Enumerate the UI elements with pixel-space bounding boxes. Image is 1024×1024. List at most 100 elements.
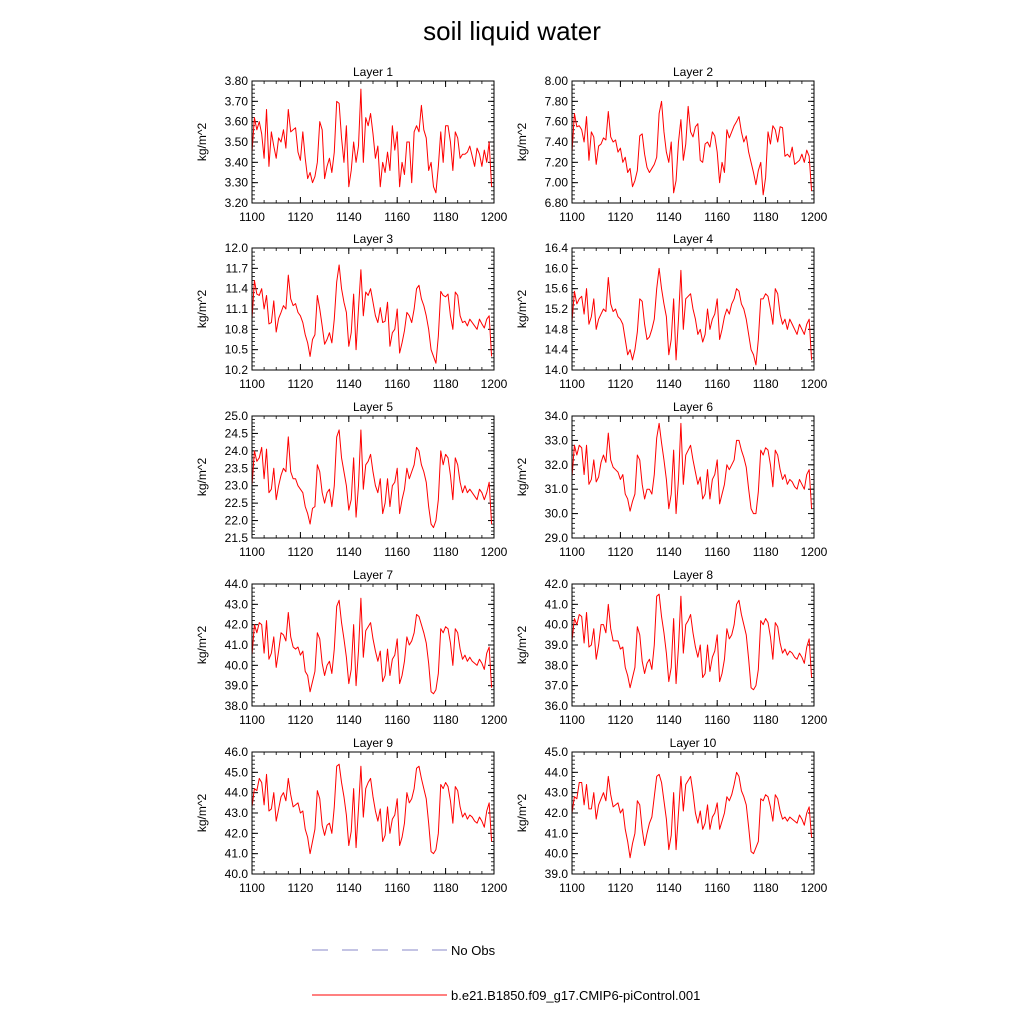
plot-frame-layer-9	[251, 751, 495, 875]
x-tick-label-layer-6: 1100	[559, 545, 585, 559]
y-tick-label-layer-1: 3.60	[225, 115, 249, 129]
x-tick-label-layer-3: 1200	[481, 377, 508, 391]
x-tick-label-layer-8: 1180	[753, 713, 779, 727]
panel-title-layer-1: Layer 1	[353, 65, 393, 79]
series-line-layer-7	[251, 597, 493, 695]
y-tick-label-layer-9: 44.0	[225, 786, 249, 800]
plot-frame-layer-7	[251, 583, 495, 707]
panel-title-layer-2: Layer 2	[673, 65, 713, 79]
x-tick-label-layer-9: 1160	[384, 881, 410, 895]
x-tick-label-layer-8: 1100	[559, 713, 585, 727]
y-tick-label-layer-4: 15.6	[545, 282, 569, 296]
x-tick-label-layer-5: 1120	[287, 545, 313, 559]
y-tick-label-layer-6: 30.0	[545, 507, 569, 521]
y-tick-label-layer-2: 7.00	[545, 176, 569, 190]
x-tick-label-layer-10: 1100	[559, 881, 585, 895]
y-tick-label-layer-1: 3.50	[225, 135, 249, 149]
x-tick-label-layer-1: 1200	[481, 210, 508, 224]
y-tick-label-layer-9: 45.0	[225, 765, 249, 779]
panel-title-layer-6: Layer 6	[673, 400, 713, 414]
plot-frame-layer-3	[251, 247, 495, 371]
plot-frame-layer-8	[571, 583, 815, 707]
x-tick-label-layer-6: 1140	[656, 545, 682, 559]
x-tick-label-layer-2: 1200	[801, 210, 828, 224]
series-line-layer-5	[251, 429, 493, 529]
y-tick-label-layer-3: 11.4	[226, 282, 249, 296]
panel-title-layer-4: Layer 4	[673, 232, 713, 246]
x-tick-label-layer-9: 1200	[481, 881, 508, 895]
y-tick-label-layer-8: 41.0	[545, 597, 569, 611]
y-tick-label-layer-7: 38.0	[225, 699, 249, 713]
x-tick-label-layer-1: 1160	[384, 210, 410, 224]
panel-layer-10: Layer 10 kg/m^2 1100 1120 1140 1160 1180 1200 39…	[515, 736, 828, 895]
x-tick-label-layer-8: 1160	[704, 713, 730, 727]
x-tick-label-layer-1: 1100	[239, 210, 265, 224]
panel-layer-2: Layer 2 kg/m^2 1100 1120 1140 1160 1180 1200 6.8…	[515, 65, 828, 224]
series-line-layer-4	[571, 267, 813, 366]
y-tick-label-layer-7: 39.0	[225, 679, 249, 693]
x-tick-label-layer-4: 1200	[801, 377, 828, 391]
y-axis-label-layer-8: kg/m^2	[515, 626, 529, 665]
y-tick-label-layer-4: 16.4	[545, 241, 569, 255]
x-tick-label-layer-7: 1200	[481, 713, 508, 727]
panel-layer-9: Layer 9 kg/m^2 1100 1120 1140 1160 1180 1200 40.…	[195, 736, 508, 895]
x-tick-label-layer-10: 1140	[656, 881, 682, 895]
y-tick-label-layer-7: 42.0	[225, 618, 249, 632]
plot-frame-layer-5	[251, 415, 495, 539]
x-tick-label-layer-5: 1140	[336, 545, 362, 559]
y-tick-label-layer-7: 44.0	[225, 577, 249, 591]
y-tick-label-layer-8: 38.0	[545, 658, 569, 672]
y-axis-label-layer-7: kg/m^2	[195, 626, 209, 665]
y-tick-label-layer-5: 22.0	[225, 514, 249, 528]
panel-layer-4: Layer 4 kg/m^2 1100 1120 1140 1160 1180 1200 14.…	[515, 232, 828, 391]
y-axis-label-layer-9: kg/m^2	[195, 794, 209, 833]
y-tick-label-layer-1: 3.80	[225, 74, 249, 88]
y-axis-label-layer-10: kg/m^2	[515, 794, 529, 833]
y-tick-label-layer-1: 3.30	[225, 176, 249, 190]
x-tick-label-layer-9: 1180	[433, 881, 459, 895]
x-tick-label-layer-2: 1120	[607, 210, 633, 224]
y-tick-label-layer-2: 7.40	[545, 135, 569, 149]
panel-title-layer-9: Layer 9	[353, 736, 393, 750]
plot-frame-layer-4	[571, 247, 815, 371]
y-tick-label-layer-4: 14.0	[545, 363, 569, 377]
x-tick-label-layer-2: 1180	[753, 210, 779, 224]
y-axis-label-layer-2: kg/m^2	[515, 123, 529, 162]
y-axis-label-layer-1: kg/m^2	[195, 123, 209, 162]
x-tick-label-layer-3: 1140	[336, 377, 362, 391]
x-tick-label-layer-9: 1140	[336, 881, 362, 895]
panel-title-layer-7: Layer 7	[353, 568, 393, 582]
y-axis-label-layer-5: kg/m^2	[195, 458, 209, 497]
x-tick-label-layer-10: 1180	[753, 881, 779, 895]
panels-group: Layer 1 kg/m^2 1100 1120 1140 1160 1180 1200 3.2…	[195, 65, 828, 895]
x-tick-label-layer-6: 1200	[801, 545, 828, 559]
y-tick-label-layer-3: 10.5	[225, 343, 249, 357]
x-tick-label-layer-5: 1200	[481, 545, 508, 559]
x-tick-label-layer-2: 1140	[656, 210, 682, 224]
panel-layer-6: Layer 6 kg/m^2 1100 1120 1140 1160 1180 1200 29.…	[515, 400, 828, 559]
y-tick-label-layer-8: 39.0	[545, 638, 569, 652]
y-tick-label-layer-3: 10.8	[225, 322, 249, 336]
figure-title: soil liquid water	[423, 16, 601, 46]
x-tick-label-layer-3: 1120	[287, 377, 313, 391]
x-tick-label-layer-5: 1100	[239, 545, 265, 559]
y-tick-label-layer-9: 40.0	[225, 867, 249, 881]
y-tick-label-layer-3: 10.2	[225, 363, 249, 377]
x-tick-label-layer-8: 1200	[801, 713, 828, 727]
legend-obs-label: No Obs	[451, 943, 496, 958]
x-tick-label-layer-3: 1100	[239, 377, 265, 391]
x-tick-label-layer-2: 1160	[704, 210, 730, 224]
x-tick-label-layer-1: 1180	[433, 210, 459, 224]
y-tick-label-layer-2: 6.80	[545, 196, 569, 210]
y-tick-label-layer-8: 42.0	[545, 577, 569, 591]
y-tick-label-layer-9: 42.0	[225, 826, 249, 840]
plot-frame-layer-6	[571, 415, 815, 539]
series-line-layer-3	[251, 264, 493, 364]
y-tick-label-layer-6: 33.0	[545, 433, 569, 447]
y-tick-label-layer-1: 3.20	[225, 196, 249, 210]
y-tick-label-layer-10: 41.0	[545, 826, 569, 840]
x-tick-label-layer-1: 1140	[336, 210, 362, 224]
y-tick-label-layer-5: 24.5	[225, 426, 249, 440]
x-tick-label-layer-6: 1120	[607, 545, 633, 559]
